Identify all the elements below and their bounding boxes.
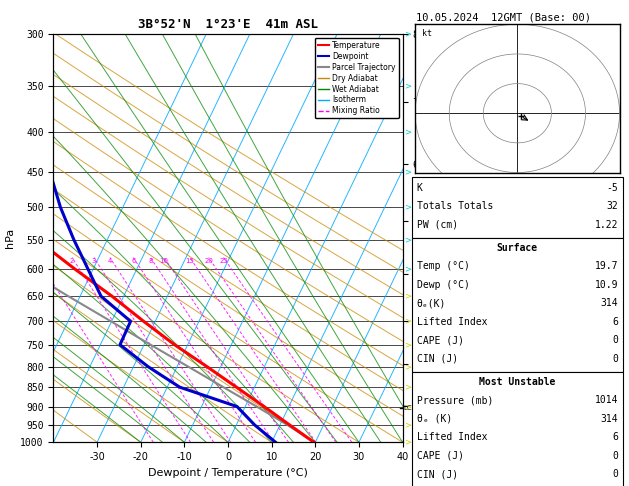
Text: Most Unstable: Most Unstable [479, 377, 555, 387]
Text: >: > [404, 362, 411, 371]
Text: 314: 314 [600, 298, 618, 308]
Text: Lifted Index: Lifted Index [416, 317, 487, 327]
Text: CAPE (J): CAPE (J) [416, 451, 464, 461]
Text: 19.7: 19.7 [594, 261, 618, 271]
Text: 4: 4 [108, 258, 112, 263]
Text: K: K [416, 183, 423, 192]
Text: Temp (°C): Temp (°C) [416, 261, 470, 271]
Text: -5: -5 [606, 183, 618, 192]
Text: 1014: 1014 [594, 396, 618, 405]
Y-axis label: km
ASL: km ASL [435, 227, 453, 249]
Text: 0: 0 [612, 335, 618, 345]
Text: >: > [404, 203, 411, 212]
Text: CAPE (J): CAPE (J) [416, 335, 464, 345]
Text: 10: 10 [160, 258, 169, 263]
Legend: Temperature, Dewpoint, Parcel Trajectory, Dry Adiabat, Wet Adiabat, Isotherm, Mi: Temperature, Dewpoint, Parcel Trajectory… [314, 38, 399, 119]
Text: Surface: Surface [497, 243, 538, 253]
Text: 1.22: 1.22 [594, 220, 618, 229]
Text: 2: 2 [70, 258, 74, 263]
Text: θₑ(K): θₑ(K) [416, 298, 446, 308]
Text: 0: 0 [612, 354, 618, 364]
Text: >: > [404, 402, 411, 411]
Text: Totals Totals: Totals Totals [416, 201, 493, 211]
Text: >: > [404, 317, 411, 326]
Text: >: > [404, 167, 411, 176]
Text: 15: 15 [186, 258, 194, 263]
Text: Lifted Index: Lifted Index [416, 433, 487, 442]
Text: 0: 0 [612, 469, 618, 479]
Text: kt: kt [422, 29, 432, 38]
Text: >: > [404, 420, 411, 429]
Text: CIN (J): CIN (J) [416, 354, 458, 364]
Text: 10.05.2024  12GMT (Base: 00): 10.05.2024 12GMT (Base: 00) [416, 12, 591, 22]
Text: LCL: LCL [404, 405, 416, 412]
Text: >: > [404, 264, 411, 274]
Text: © weatheronline.co.uk: © weatheronline.co.uk [412, 466, 517, 475]
X-axis label: Dewpoint / Temperature (°C): Dewpoint / Temperature (°C) [148, 468, 308, 478]
Text: >: > [404, 292, 411, 301]
Text: 0: 0 [612, 451, 618, 461]
Text: >: > [404, 82, 411, 91]
Text: 25: 25 [219, 258, 228, 263]
Text: 32: 32 [606, 201, 618, 211]
Text: 6: 6 [612, 317, 618, 327]
Text: >: > [404, 438, 411, 447]
Text: >: > [404, 30, 411, 38]
Text: >: > [404, 127, 411, 136]
Text: 6: 6 [612, 433, 618, 442]
Text: 314: 314 [600, 414, 618, 424]
Title: 3B°52'N  1°23'E  41m ASL: 3B°52'N 1°23'E 41m ASL [138, 18, 318, 32]
Text: 6: 6 [131, 258, 136, 263]
Text: >: > [404, 382, 411, 392]
Text: >: > [404, 340, 411, 349]
Text: Dewp (°C): Dewp (°C) [416, 280, 470, 290]
Text: >: > [404, 235, 411, 244]
Text: 20: 20 [204, 258, 213, 263]
Text: Pressure (mb): Pressure (mb) [416, 396, 493, 405]
Text: 8: 8 [148, 258, 153, 263]
Text: 10.9: 10.9 [594, 280, 618, 290]
Text: θₑ (K): θₑ (K) [416, 414, 452, 424]
Y-axis label: hPa: hPa [4, 228, 14, 248]
Text: 3: 3 [92, 258, 96, 263]
Text: PW (cm): PW (cm) [416, 220, 458, 229]
Text: CIN (J): CIN (J) [416, 469, 458, 479]
